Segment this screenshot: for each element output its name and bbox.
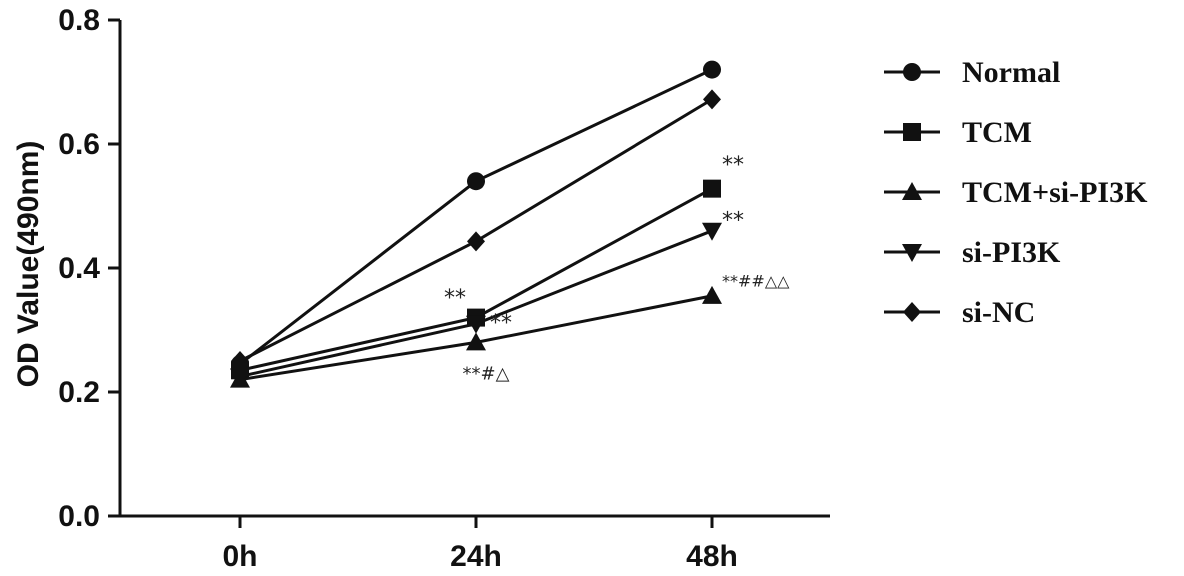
series-si-pi3k [230, 222, 722, 387]
data-point [231, 351, 249, 371]
y-tick-label: 0.8 [58, 4, 100, 37]
significance-annotation: ** [722, 153, 744, 178]
legend-label: TCM [962, 116, 1032, 149]
series-si-nc [231, 89, 721, 371]
legend-marker [903, 302, 921, 322]
legend: Normal TCM TCM+si-PI3K si-PI3K si-NC [884, 56, 1148, 329]
x-tick-label: 48h [686, 540, 738, 573]
series-marks [230, 60, 722, 388]
legend-entry: TCM+si-PI3K [884, 176, 1148, 209]
legend-marker [903, 123, 921, 141]
data-point [703, 60, 721, 79]
y-tick-label: 0.6 [58, 128, 100, 161]
axes: 0.0 0.2 0.4 0.6 0.8 0h 24h 48h [58, 4, 830, 573]
significance-annotation: ** [722, 209, 744, 234]
data-point [702, 285, 722, 304]
data-point [703, 179, 721, 198]
data-point [467, 231, 485, 252]
data-point [230, 368, 250, 387]
y-axis-title: OD Value(490nm) [12, 141, 45, 388]
significance-annotation: **#△ [463, 364, 510, 385]
y-tick-label: 0.0 [58, 500, 100, 533]
legend-label: Normal [962, 56, 1060, 89]
x-tick-label: 24h [450, 540, 502, 573]
legend-entry: si-PI3K [884, 236, 1061, 269]
y-tick-label: 0.2 [58, 376, 100, 409]
data-point [467, 172, 485, 191]
legend-marker [903, 63, 921, 81]
data-point [466, 332, 486, 351]
x-tick-label: 0h [222, 540, 257, 573]
significance-annotation: ** [444, 286, 466, 311]
legend-label: si-PI3K [962, 236, 1061, 269]
y-tick-label: 0.4 [58, 252, 100, 285]
legend-marker [902, 182, 922, 200]
annotations: ** ** **#△ ** ** **##△△ [444, 153, 790, 385]
significance-annotation: **##△△ [722, 272, 790, 291]
legend-label: TCM+si-PI3K [962, 176, 1148, 209]
legend-entry: Normal [884, 56, 1060, 89]
legend-label: si-NC [962, 296, 1035, 329]
data-point [466, 315, 486, 334]
legend-entry: TCM [884, 116, 1032, 149]
data-point [703, 89, 721, 110]
data-point [702, 222, 722, 241]
significance-annotation: ** [490, 311, 512, 336]
legend-entry: si-NC [884, 296, 1035, 329]
legend-marker [902, 244, 922, 262]
